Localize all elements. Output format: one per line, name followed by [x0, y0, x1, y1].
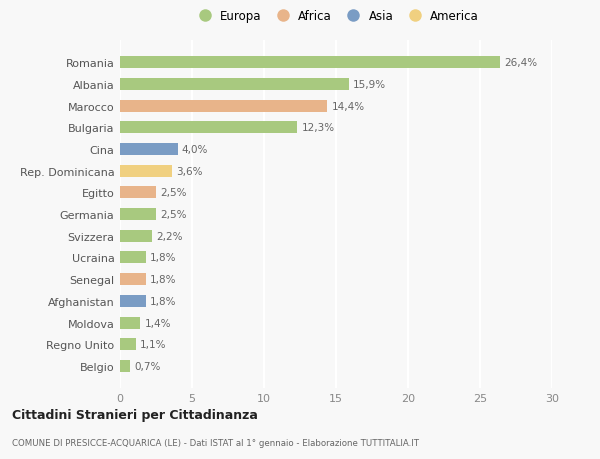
- Text: 1,8%: 1,8%: [150, 253, 177, 263]
- Bar: [120, 57, 500, 69]
- Bar: [120, 187, 156, 199]
- Text: 15,9%: 15,9%: [353, 80, 386, 90]
- Text: 1,4%: 1,4%: [145, 318, 171, 328]
- Text: COMUNE DI PRESICCE-ACQUARICA (LE) - Dati ISTAT al 1° gennaio - Elaborazione TUTT: COMUNE DI PRESICCE-ACQUARICA (LE) - Dati…: [12, 438, 419, 447]
- Bar: [120, 295, 146, 307]
- Text: 0,7%: 0,7%: [134, 361, 161, 371]
- Bar: [120, 274, 146, 285]
- Text: 14,4%: 14,4%: [332, 101, 365, 112]
- Bar: [120, 78, 349, 90]
- Bar: [120, 165, 172, 177]
- Bar: [120, 339, 136, 351]
- Bar: [120, 317, 140, 329]
- Bar: [120, 122, 297, 134]
- Text: 1,1%: 1,1%: [140, 340, 167, 349]
- Text: 2,5%: 2,5%: [160, 210, 187, 219]
- Bar: [120, 252, 146, 264]
- Bar: [120, 101, 328, 112]
- Bar: [120, 209, 156, 220]
- Text: Cittadini Stranieri per Cittadinanza: Cittadini Stranieri per Cittadinanza: [12, 408, 258, 421]
- Text: 26,4%: 26,4%: [505, 58, 538, 68]
- Legend: Europa, Africa, Asia, America: Europa, Africa, Asia, America: [188, 6, 484, 28]
- Text: 12,3%: 12,3%: [301, 123, 335, 133]
- Text: 2,5%: 2,5%: [160, 188, 187, 198]
- Text: 1,8%: 1,8%: [150, 274, 177, 285]
- Text: 4,0%: 4,0%: [182, 145, 208, 155]
- Text: 1,8%: 1,8%: [150, 296, 177, 306]
- Bar: [120, 360, 130, 372]
- Text: 2,2%: 2,2%: [156, 231, 182, 241]
- Bar: [120, 230, 152, 242]
- Text: 3,6%: 3,6%: [176, 166, 203, 176]
- Bar: [120, 144, 178, 156]
